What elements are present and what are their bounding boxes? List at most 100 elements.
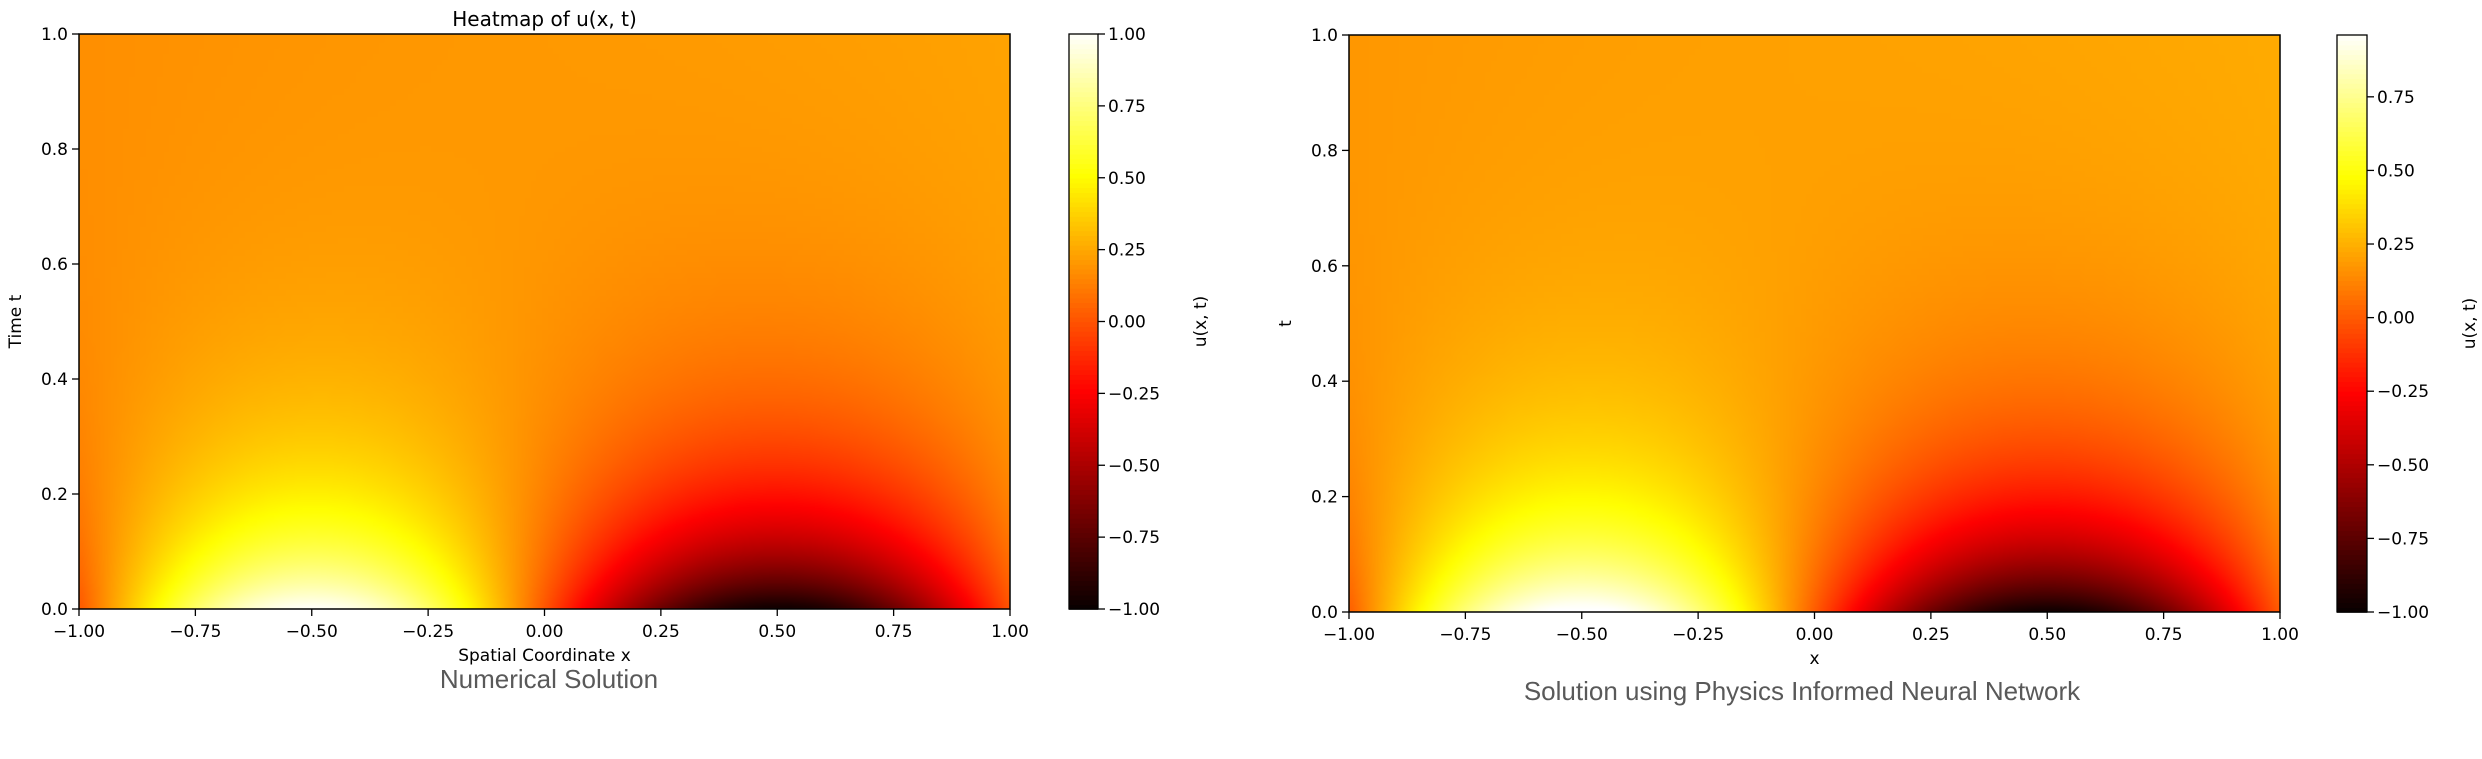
colorbar-segment [2337,438,2367,445]
colorbar-segment [1069,201,1098,208]
colorbar-segment [1069,115,1098,122]
colorbar-segment [2337,193,2367,200]
x-tick-label: −1.00 [53,622,105,642]
colorbar-segment [1069,139,1098,146]
colorbar-segment [2337,458,2367,464]
colorbar-segment [1069,580,1098,586]
colorbar-segment [1069,479,1098,486]
colorbar-segment [1069,383,1098,390]
colorbar-segment [2337,285,2367,291]
colorbar-segment [1069,532,1098,538]
colorbar-segment [2337,386,2367,392]
x-tick-label: 0.25 [642,622,680,642]
colorbar: −1.00 −0.75 −0.50 −0.25 0.00 0.25 0.50 0.75 1.00… [1068,25,1211,620]
x-tick-label: 0.00 [526,622,564,642]
colorbar-segment [1069,565,1098,572]
colorbar-segment [1069,163,1098,169]
colorbar-segment [2337,511,2367,517]
colorbar-segment [2337,607,2367,613]
colorbar-segment [1069,158,1098,165]
colorbar-segment [2337,361,2367,368]
x-tick-label: 0.75 [875,622,913,642]
colorbar-segment [2337,496,2367,503]
colorbar-segment [1069,225,1098,232]
colorbar-segment [2337,92,2367,99]
colorbar-segment [1069,168,1098,174]
colorbar-segment [1069,240,1098,246]
colorbar-segment [1069,604,1098,610]
colorbar-segment [2337,328,2367,334]
colorbar-segment [2337,563,2367,570]
colorbar-segment [2337,342,2367,349]
colorbar-segment [2337,366,2367,373]
colorbar-segment [2337,395,2367,402]
colorbar-segment [1069,422,1098,428]
colorbar-segment [2337,241,2367,248]
colorbar-segment [1069,86,1098,93]
colorbar-segment [1069,292,1098,299]
colorbar-segment [2337,35,2367,41]
colorbar-segment [2337,313,2367,320]
colorbar-segment [2337,462,2367,469]
colorbar-segment [1069,105,1098,112]
colorbar-segment [1069,53,1098,59]
colorbar-segment [1069,268,1098,275]
colorbar-segment [2337,164,2367,171]
colorbar-tick-label: −0.75 [1108,528,1160,548]
colorbar-segment [1069,470,1098,476]
colorbar-segment [2337,525,2367,532]
colorbar-tick-label: −1.00 [1108,600,1160,620]
colorbar-segment [1069,450,1098,457]
colorbar-segment [1069,96,1098,102]
colorbar-segment [2337,174,2367,181]
colorbar-segment [1069,331,1098,337]
x-tick-label: −0.25 [402,622,454,642]
colorbar-segment [2337,150,2367,157]
colorbar-segment [1069,235,1098,241]
x-axis-label: x [1809,649,1819,669]
colorbar-segment [2337,578,2367,584]
colorbar-tick-label: 0.50 [1108,169,1146,189]
y-tick-label: 0.8 [1311,141,1338,161]
x-tick-label: −0.75 [1439,625,1491,645]
colorbar-tick-label: 0.25 [1108,241,1146,261]
colorbar-segment [1069,393,1098,399]
colorbar-segment [2337,184,2367,190]
colorbar-segment [2337,381,2367,387]
colorbar-segment [2337,83,2367,89]
colorbar-segment [1069,417,1098,423]
colorbar-segment [1069,340,1098,347]
colorbar-segment [1069,144,1098,150]
heatmap-image [79,34,1010,609]
colorbar-segment [1069,546,1098,553]
colorbar-segment [2337,482,2367,488]
colorbar-label: u(x, t) [2460,298,2480,350]
colorbar-segment [2337,535,2367,541]
x-tick-label: 0.25 [1912,625,1950,645]
colorbar-segment [1069,321,1098,328]
colorbar-segment [1069,110,1098,117]
caption-pinn-solution: Solution using Physics Informed Neural N… [1523,676,2081,706]
colorbar-segment [2337,102,2367,108]
colorbar-segment [2337,280,2367,286]
colorbar-segment [1069,129,1098,136]
x-tick-label: −0.50 [1556,625,1608,645]
colorbar-segment [2337,520,2367,527]
colorbar-segment [1069,120,1098,126]
colorbar-segment [1069,522,1098,529]
colorbar-segment [1069,441,1098,447]
colorbar-segment [2337,419,2367,426]
colorbar-segment [1069,551,1098,558]
colorbar-segment [2337,539,2367,546]
colorbar-segment [1069,412,1098,419]
colorbar-segment [2337,63,2367,70]
y-tick-label: 0.4 [1311,372,1338,392]
colorbar-segment [2337,217,2367,224]
colorbar-segment [1069,503,1098,510]
colorbar-segment [1069,585,1098,591]
colorbar-tick-label: −0.75 [2377,529,2429,549]
colorbar-segment [2337,376,2367,382]
colorbar-segment [1069,264,1098,270]
colorbar-segment [2337,49,2367,56]
